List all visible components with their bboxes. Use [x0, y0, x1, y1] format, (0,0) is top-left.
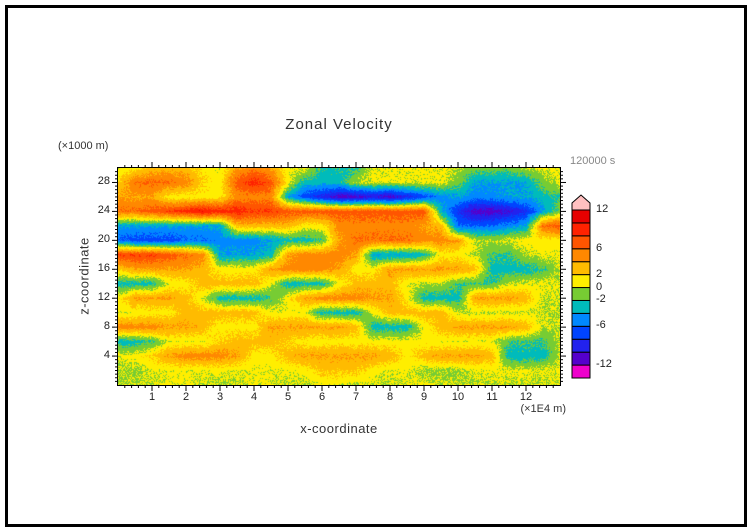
x-tick-label: 2: [182, 391, 190, 403]
x-tick-label: 9: [420, 391, 428, 403]
x-tick-label: 5: [284, 391, 292, 403]
x-tick-label: 6: [318, 391, 326, 403]
z-tick-label: 28: [97, 175, 110, 188]
x-axis-label: x-coordinate: [300, 421, 378, 436]
colorbar-tick-label: 6: [596, 241, 603, 254]
z-tick-label: 24: [97, 204, 110, 217]
z-tick-label: 8: [103, 320, 110, 333]
z-tick-label: 20: [97, 233, 110, 246]
z-tick-label: 16: [97, 262, 110, 275]
x-tick-label: 11: [486, 391, 498, 403]
timestamp-label: 120000 s: [570, 155, 616, 167]
contour-field-canvas: [118, 168, 560, 385]
figure-frame-border: [5, 5, 747, 527]
colorbar-tick-label: -6: [596, 319, 606, 332]
colorbar-tick-label: -2: [596, 293, 606, 306]
x-tick-label: 3: [216, 391, 224, 403]
x-tick-label: 4: [250, 391, 258, 403]
x-tick-label: 8: [386, 391, 394, 403]
colorbar-tick-label: 2: [596, 267, 603, 280]
colorbar-tick-label: -12: [596, 358, 612, 371]
chart-title: Zonal Velocity: [285, 116, 393, 133]
x-tick-label: 1: [148, 391, 156, 403]
x-tick-label: 10: [451, 391, 465, 403]
x-axis-units-label: (×1E4 m): [520, 403, 566, 415]
colorbar-tick-label: 0: [596, 280, 603, 293]
x-tick-label: 12: [519, 391, 533, 403]
colorbar-tick-label: 12: [596, 203, 609, 215]
x-tick-label: 7: [352, 391, 360, 403]
z-tick-label: 4: [103, 349, 110, 362]
z-axis-units-label: (×1000 m): [58, 140, 109, 152]
z-tick-label: 12: [97, 291, 110, 304]
